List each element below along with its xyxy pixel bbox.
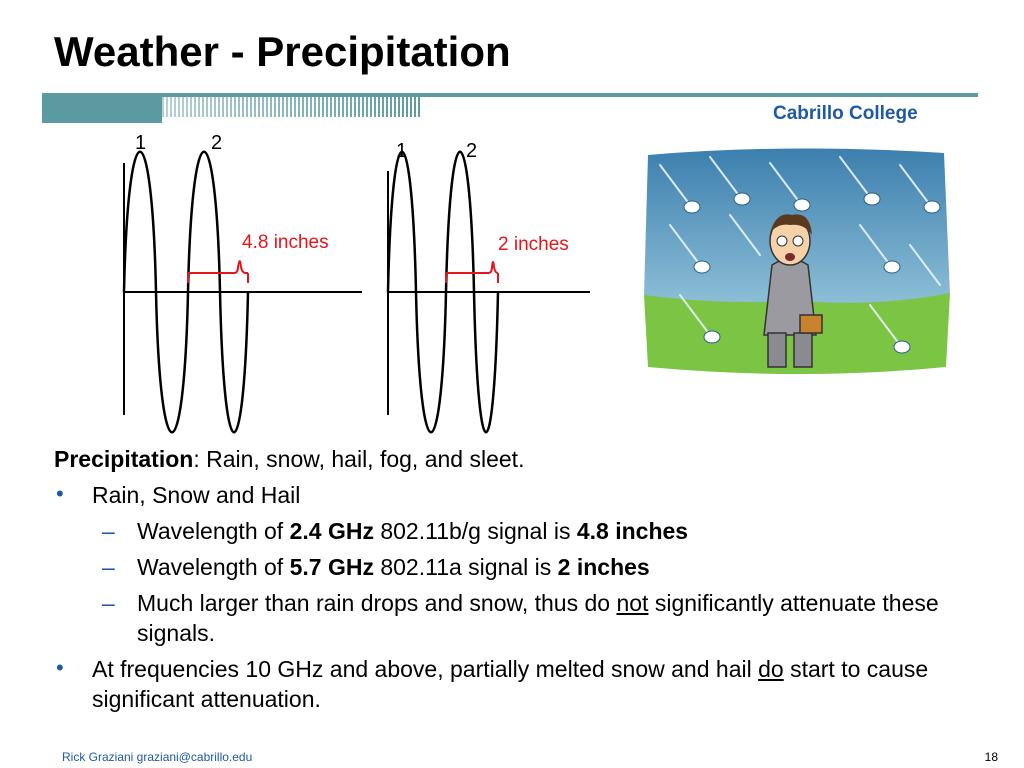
dash-icon: – <box>102 518 115 544</box>
page-number: 18 <box>984 750 998 764</box>
sub-bullet-list: – Wavelength of 2.4 GHz 802.11b/g signal… <box>92 516 974 648</box>
sub1-text-a: Wavelength of <box>137 518 290 544</box>
sub3-underlined: not <box>616 590 649 616</box>
bullet-dot-icon: • <box>56 655 64 680</box>
sub1-freq: 2.4 GHz <box>289 518 374 544</box>
footer-author: Rick Graziani graziani@cabrillo.edu <box>62 750 253 764</box>
bullet-rain-snow-hail-text: Rain, Snow and Hail <box>92 482 301 508</box>
bullet-dot-icon: • <box>56 481 64 506</box>
dash-icon: – <box>102 554 115 580</box>
sub2-text-c: 802.11a signal is <box>373 554 558 580</box>
sub1-text-c: 802.11b/g signal is <box>373 518 577 544</box>
bullet-rain-snow-hail: • Rain, Snow and Hail – Wavelength of 2.… <box>54 480 974 648</box>
sub2-freq: 5.7 GHz <box>289 554 374 580</box>
wave-diagram-left: 1 2 4.8 inches <box>122 132 362 434</box>
wave-left-label-2: 2 <box>211 132 222 154</box>
bullet-10ghz: • At frequencies 10 GHz and above, parti… <box>54 654 974 714</box>
main-bullet-list: • Rain, Snow and Hail – Wavelength of 2.… <box>54 480 974 714</box>
dash-icon: – <box>102 590 115 616</box>
sub2-wavelength: 2 inches <box>557 554 650 580</box>
sub-bullet-5-7ghz: – Wavelength of 5.7 GHz 802.11a signal i… <box>92 552 974 582</box>
sub3-text-a: Much larger than rain drops and snow, th… <box>137 590 617 616</box>
precipitation-heading-bold: Precipitation <box>54 446 194 472</box>
wave-left-label-1: 1 <box>135 132 146 154</box>
wave-diagram-right: 1 2 2 inches <box>386 140 590 434</box>
sub1-wavelength: 4.8 inches <box>576 518 689 544</box>
wave-right-measure: 2 inches <box>498 234 569 255</box>
sub-bullet-2-4ghz: – Wavelength of 2.4 GHz 802.11b/g signal… <box>92 516 974 546</box>
wave-right-label-1: 1 <box>396 140 407 162</box>
header-banner <box>42 93 978 123</box>
slide-body: Precipitation: Rain, snow, hail, fog, an… <box>54 444 974 720</box>
bullet2-text-c: start to cause significant attenuation. <box>92 656 929 712</box>
wavelength-figure: 1 2 4.8 inches 1 2 2 inches <box>122 132 590 434</box>
rain-cartoon-image <box>644 148 950 374</box>
sub-bullet-larger: – Much larger than rain drops and snow, … <box>92 588 974 648</box>
college-logo-text: Cabrillo College <box>773 103 918 124</box>
wave-right-label-2: 2 <box>466 140 477 162</box>
wave-left-measure: 4.8 inches <box>242 232 329 253</box>
bullet2-text-a: At frequencies 10 GHz and above, partial… <box>92 656 759 682</box>
sub3-text-c: significantly attenuate these signals. <box>137 590 939 646</box>
precipitation-heading-rest: : Rain, snow, hail, fog, and sleet. <box>193 446 525 472</box>
sub2-text-a: Wavelength of <box>137 554 290 580</box>
bullet2-underlined: do <box>758 656 784 682</box>
slide-title: Weather - Precipitation <box>54 28 511 75</box>
precipitation-heading: Precipitation: Rain, snow, hail, fog, an… <box>54 444 974 474</box>
man-figure <box>763 214 823 368</box>
